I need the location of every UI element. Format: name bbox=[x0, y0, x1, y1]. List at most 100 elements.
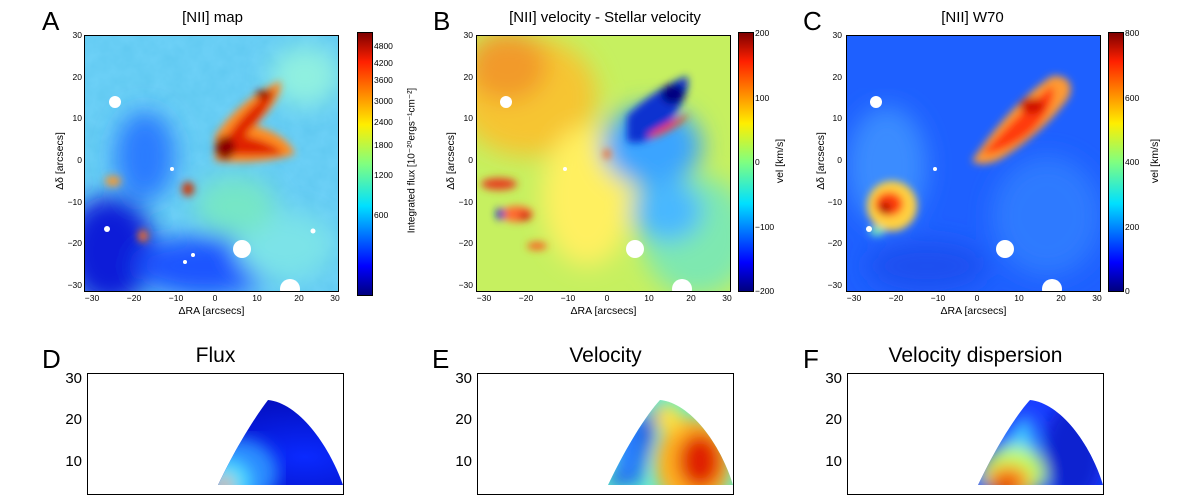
ylabel-c: Δδ [arcsecs] bbox=[815, 132, 827, 190]
ytick-e-20: 20 bbox=[455, 411, 472, 428]
ytick-b-m10: −10 bbox=[458, 197, 473, 207]
xtick-c-30: 30 bbox=[1092, 293, 1102, 303]
xtick-b-m20: −20 bbox=[518, 293, 534, 303]
cbar-tick-c-200: 200 bbox=[1125, 222, 1140, 232]
ytick-c-30: 30 bbox=[832, 30, 842, 40]
cbar-tick-c-800: 800 bbox=[1125, 28, 1140, 38]
xtick-c-20: 20 bbox=[1056, 293, 1066, 303]
panel-label-a: A bbox=[42, 6, 60, 36]
heatmap-c bbox=[847, 36, 1100, 291]
cbar-tick-c-600: 600 bbox=[1125, 93, 1140, 103]
ytick-a-10: 10 bbox=[72, 113, 82, 123]
xtick-c-m30: −30 bbox=[846, 293, 862, 303]
cbar-tick-a-3600: 3600 bbox=[374, 75, 393, 85]
plot-frame-c bbox=[846, 35, 1101, 292]
panel-title-a: [NII] map bbox=[182, 9, 243, 26]
panel-title-e: Velocity bbox=[569, 344, 642, 367]
ytick-f-10: 10 bbox=[825, 453, 842, 470]
ytick-e-10: 10 bbox=[455, 453, 472, 470]
cbar-label-a: Integrated flux [10⁻²⁰ergs⁻¹cm⁻²] bbox=[406, 87, 418, 234]
xtick-a-m30: −30 bbox=[84, 293, 100, 303]
plot-frame-e bbox=[477, 373, 734, 495]
xtick-b-30: 30 bbox=[722, 293, 732, 303]
xlabel-a: ΔRA [arcsecs] bbox=[178, 305, 245, 317]
cbar-tick-b-m200: −200 bbox=[755, 286, 775, 296]
ytick-c-10: 10 bbox=[832, 113, 842, 123]
colorbar-a bbox=[357, 32, 373, 296]
xtick-b-20: 20 bbox=[686, 293, 696, 303]
panel-title-d: Flux bbox=[195, 344, 236, 367]
model-map-d bbox=[218, 400, 343, 485]
xtick-a-10: 10 bbox=[252, 293, 262, 303]
ytick-a-20: 20 bbox=[72, 72, 82, 82]
plot-frame-d bbox=[87, 373, 344, 495]
panel-title-f: Velocity dispersion bbox=[888, 344, 1063, 367]
xtick-b-10: 10 bbox=[644, 293, 654, 303]
panel-title-c: [NII] W70 bbox=[941, 9, 1004, 26]
panel-label-b: B bbox=[433, 6, 451, 36]
ytick-c-20: 20 bbox=[832, 72, 842, 82]
xtick-a-30: 30 bbox=[330, 293, 340, 303]
cbar-tick-a-600: 600 bbox=[374, 210, 389, 220]
plot-frame-a bbox=[84, 35, 339, 292]
xtick-a-20: 20 bbox=[294, 293, 304, 303]
ytick-f-30: 30 bbox=[825, 370, 842, 387]
ytick-a-0: 0 bbox=[77, 155, 82, 165]
ytick-c-m10: −10 bbox=[827, 197, 842, 207]
ytick-a-m30: −30 bbox=[67, 280, 82, 290]
cbar-tick-a-1800: 1800 bbox=[374, 140, 393, 150]
ylabel-b: Δδ [arcsecs] bbox=[445, 132, 457, 190]
xtick-a-m20: −20 bbox=[126, 293, 142, 303]
ytick-d-30: 30 bbox=[65, 370, 82, 387]
ytick-c-m30: −30 bbox=[827, 280, 842, 290]
cbar-tick-a-4200: 4200 bbox=[374, 58, 393, 68]
cbar-tick-b-0: 0 bbox=[755, 157, 760, 167]
colorbar-b bbox=[738, 32, 754, 292]
cbar-tick-a-3000: 3000 bbox=[374, 96, 393, 106]
xlabel-c: ΔRA [arcsecs] bbox=[940, 305, 1007, 317]
xtick-c-m10: −10 bbox=[930, 293, 946, 303]
ylabel-a: Δδ [arcsecs] bbox=[54, 132, 66, 190]
colorbar-c bbox=[1108, 32, 1124, 292]
cbar-tick-b-100: 100 bbox=[755, 93, 770, 103]
ytick-a-m10: −10 bbox=[67, 197, 82, 207]
plot-frame-b bbox=[476, 35, 731, 292]
ytick-b-m30: −30 bbox=[458, 280, 473, 290]
xtick-c-10: 10 bbox=[1014, 293, 1024, 303]
ytick-c-m20: −20 bbox=[827, 238, 842, 248]
ytick-b-30: 30 bbox=[463, 30, 473, 40]
xtick-b-m30: −30 bbox=[476, 293, 492, 303]
model-map-f bbox=[978, 400, 1103, 485]
ytick-b-20: 20 bbox=[463, 72, 473, 82]
ytick-d-10: 10 bbox=[65, 453, 82, 470]
ytick-a-m20: −20 bbox=[67, 238, 82, 248]
heatmap-a bbox=[85, 36, 338, 291]
model-map-e bbox=[608, 400, 733, 485]
xtick-c-m20: −20 bbox=[888, 293, 904, 303]
xlabel-b: ΔRA [arcsecs] bbox=[570, 305, 637, 317]
xtick-b-m10: −10 bbox=[560, 293, 576, 303]
cbar-tick-c-400: 400 bbox=[1125, 157, 1140, 167]
ytick-b-m20: −20 bbox=[458, 238, 473, 248]
cbar-tick-a-2400: 2400 bbox=[374, 117, 393, 127]
panel-label-c: C bbox=[803, 6, 822, 36]
ytick-f-20: 20 bbox=[825, 411, 842, 428]
ytick-a-30: 30 bbox=[72, 30, 82, 40]
ytick-b-10: 10 bbox=[463, 113, 473, 123]
xtick-a-m10: −10 bbox=[168, 293, 184, 303]
xtick-a-0: 0 bbox=[212, 293, 218, 303]
xtick-b-0: 0 bbox=[604, 293, 610, 303]
cbar-tick-b-m100: −100 bbox=[755, 222, 775, 232]
cbar-tick-b-200: 200 bbox=[755, 28, 770, 38]
plot-frame-f bbox=[847, 373, 1104, 495]
cbar-tick-a-1200: 1200 bbox=[374, 170, 393, 180]
panel-title-b: [NII] velocity - Stellar velocity bbox=[509, 9, 701, 26]
cbar-tick-c-0: 0 bbox=[1125, 286, 1130, 296]
xtick-c-0: 0 bbox=[974, 293, 980, 303]
panel-label-d: D bbox=[42, 344, 61, 374]
heatmap-b bbox=[477, 36, 730, 291]
ytick-e-30: 30 bbox=[455, 370, 472, 387]
cbar-label-c: vel [km/s] bbox=[1149, 138, 1161, 184]
panel-label-e: E bbox=[432, 344, 450, 374]
ytick-c-0: 0 bbox=[837, 155, 842, 165]
